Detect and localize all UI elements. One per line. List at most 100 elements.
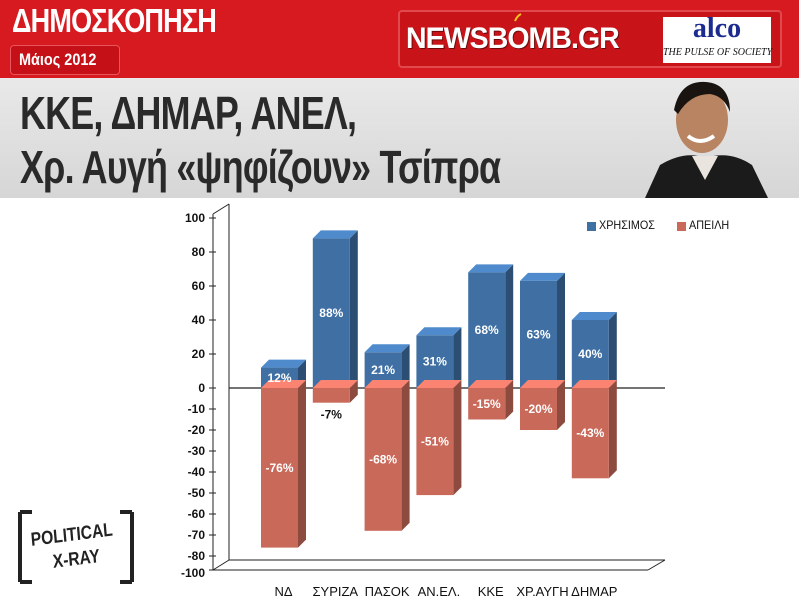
y-tick-label: 20	[192, 347, 206, 361]
newsbomb-logo: NEWSBOMB.GR	[406, 22, 620, 55]
y-tick-label: -80	[188, 549, 206, 563]
value-label-useful: 21%	[371, 363, 395, 377]
legend-label-threat: ΑΠΕΙΛΗ	[689, 218, 730, 232]
bar-threat-6-side	[608, 380, 617, 479]
bar-useful-2-top	[364, 344, 410, 353]
y-tick-label: -10	[188, 402, 206, 416]
bar-useful-0-top	[261, 359, 306, 368]
value-label-threat: -68%	[369, 452, 397, 466]
bar-threat-3	[416, 380, 462, 496]
value-label-useful: 63%	[526, 327, 550, 341]
floor-edge-left	[212, 559, 230, 571]
y-tick-label: 40	[192, 313, 206, 327]
bar-useful-1-front	[312, 238, 350, 388]
y-tick-label: 0	[198, 381, 205, 395]
bar-threat-2	[364, 380, 410, 531]
bar-threat-1-side	[349, 380, 358, 403]
bar-threat-6-top	[571, 380, 617, 388]
bar-threat-0-side	[298, 380, 306, 548]
category-label: ΑΝ.ΕΛ.	[418, 584, 461, 599]
y-tick-label: -30	[188, 444, 206, 458]
bar-useful-3	[416, 327, 462, 388]
bar-threat-0	[261, 380, 306, 548]
y-tick-label: -70	[188, 528, 206, 542]
y-tick-label: -60	[188, 507, 206, 521]
value-label-threat: -43%	[576, 426, 604, 440]
politician-photo	[645, 81, 768, 198]
bar-useful-1	[312, 230, 358, 388]
bar-useful-6-side	[608, 312, 617, 388]
bar-useful-5-top	[520, 272, 565, 281]
headline-line-2: Χρ. Αυγή «ψηφίζουν» Τσίπρα	[20, 141, 501, 193]
bar-threat-2-front	[364, 388, 402, 531]
bar-threat-2-side	[401, 380, 410, 531]
bar-useful-4-front	[468, 272, 506, 388]
legend-label-useful: ΧΡΗΣΙΜΟΣ	[599, 218, 655, 232]
value-label-threat: -15%	[473, 397, 501, 411]
bar-useful-6-top	[571, 312, 617, 320]
category-label: ΣΥΡΙΖΑ	[312, 584, 358, 599]
bar-threat-3-front	[416, 388, 454, 496]
bar-threat-1	[312, 380, 358, 403]
bar-threat-5-front	[520, 388, 557, 430]
bar-threat-4-front	[468, 388, 506, 420]
bar-threat-4	[468, 380, 514, 420]
bar-useful-4-top	[468, 264, 514, 273]
category-label: ΝΔ	[274, 584, 292, 599]
y-tick-label: 80	[192, 245, 206, 259]
bar-useful-3-front	[416, 335, 454, 388]
value-label-threat: -7%	[321, 408, 343, 422]
bar-useful-5-front	[520, 280, 557, 388]
bar-threat-5-top	[520, 380, 565, 388]
legend-swatch-threat	[677, 222, 686, 231]
category-label: ΧΡ.ΑΥΓΗ	[516, 584, 568, 599]
category-label: ΔΗΜΑΡ	[571, 584, 617, 599]
bar-threat-4-top	[468, 380, 514, 388]
bomb-icon	[514, 13, 522, 22]
bar-useful-4-side	[505, 264, 514, 388]
bar-threat-0-top	[261, 380, 306, 388]
bar-useful-3-side	[453, 327, 462, 388]
alco-wordmark: alco	[692, 13, 742, 44]
alco-tagline: THE PULSE OF SOCIETY	[663, 47, 773, 58]
y-tick-label: -40	[188, 465, 206, 479]
value-label-threat: -51%	[421, 435, 449, 449]
bar-threat-6-front	[571, 388, 609, 479]
bar-threat-3-side	[453, 380, 462, 496]
bar-threat-5	[520, 380, 565, 430]
bar-threat-3-top	[416, 380, 462, 388]
value-label-useful: 88%	[319, 306, 343, 320]
bar-threat-4-side	[505, 380, 514, 420]
value-label-useful: 31%	[423, 355, 447, 369]
value-label-useful: 40%	[578, 347, 602, 361]
category-label: ΠΑΣΟΚ	[365, 584, 410, 599]
y-tick-label: -50	[188, 486, 206, 500]
y-tick-label: 60	[192, 279, 206, 293]
value-label-useful: 68%	[475, 323, 499, 337]
bar-threat-1-top	[312, 380, 358, 388]
legend-swatch-useful	[587, 222, 596, 231]
header-title: ΔΗΜΟΣΚΟΠΗΣΗ	[12, 2, 217, 39]
axis-top-edge	[212, 203, 230, 215]
value-label-useful: 12%	[267, 371, 291, 385]
bar-useful-1-side	[349, 230, 358, 388]
headline-line-1: ΚΚΕ, ΔΗΜΑΡ, ΑΝΕΛ,	[20, 87, 357, 139]
y-tick-label: -100	[181, 566, 205, 580]
bar-useful-6	[571, 312, 617, 388]
bar-chart: 100 80 60 40 20 0 -10 -20 -30 -40 -50 -60 -70 -80 -100…	[181, 203, 666, 599]
value-label-threat: -76%	[265, 461, 293, 475]
date-label: Μάιος 2012	[19, 50, 97, 69]
value-label-threat: -20%	[524, 402, 552, 416]
bar-threat-5-side	[557, 380, 565, 430]
bar-threat-0-front	[261, 388, 298, 548]
political-xray-badge	[18, 510, 134, 584]
bar-threat-1-front	[312, 388, 350, 403]
bar-useful-3-top	[416, 327, 462, 336]
y-tick-label: 100	[185, 211, 205, 225]
alco-logo[interactable]: alco THE PULSE OF SOCIETY	[663, 13, 773, 63]
bar-useful-2-side	[401, 344, 410, 388]
bar-useful-5-side	[557, 272, 565, 388]
bar-useful-5	[520, 272, 565, 388]
bar-useful-1-top	[312, 230, 358, 239]
y-tick-label: -20	[188, 423, 206, 437]
